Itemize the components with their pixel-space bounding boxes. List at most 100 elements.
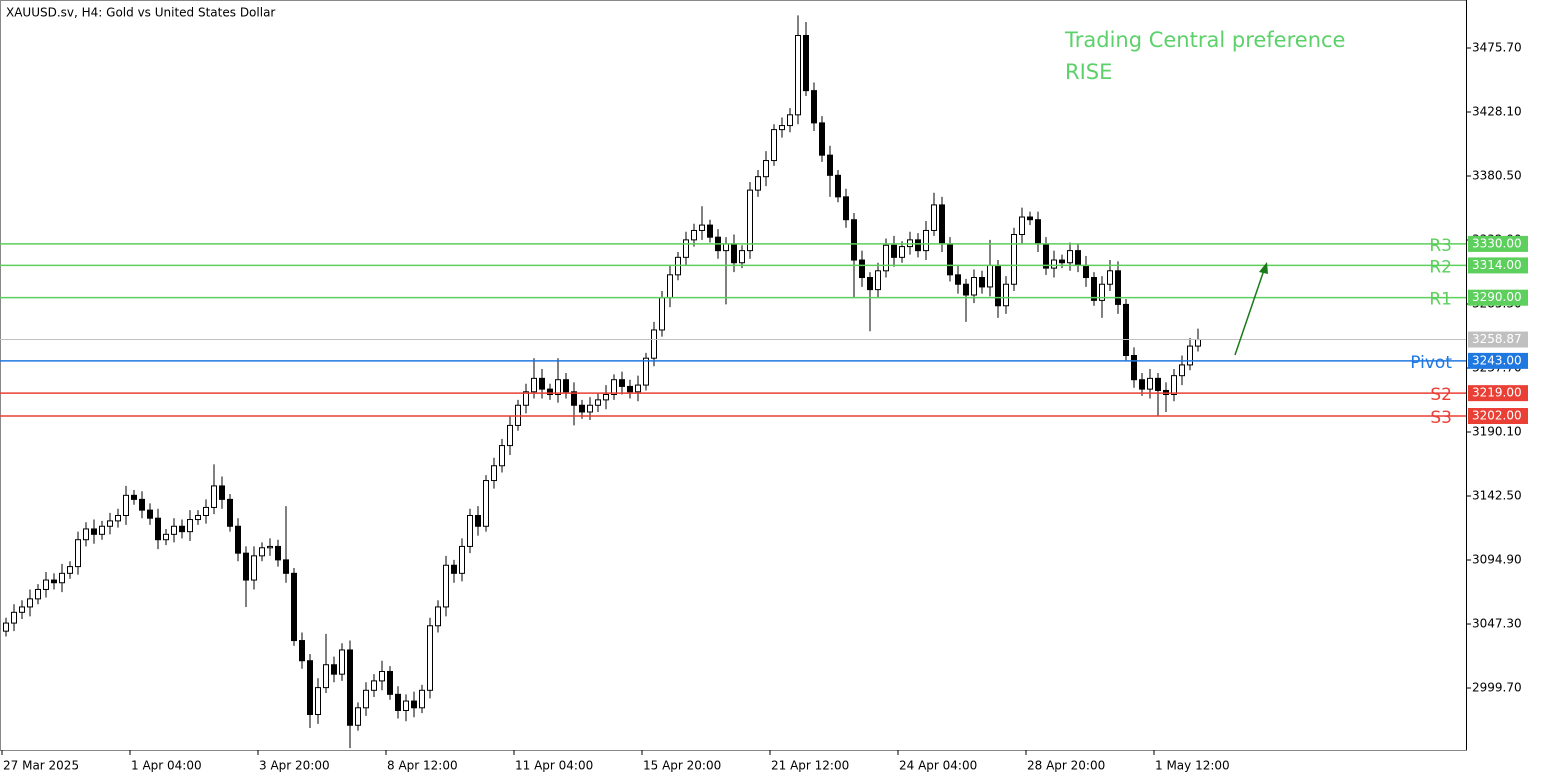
candle-body — [459, 545, 465, 574]
candle-body — [115, 515, 121, 522]
candle-body — [851, 219, 857, 261]
candle-body — [555, 379, 561, 395]
annotation: RISE — [1065, 60, 1112, 84]
candle-body — [251, 555, 257, 581]
candle-body — [1059, 259, 1065, 264]
candles — [3, 15, 1201, 749]
level-value-label: 3330.00 — [1472, 236, 1522, 250]
candle-body — [483, 480, 489, 527]
candle-body — [259, 547, 265, 557]
x-tick-label: 28 Apr 20:00 — [1027, 759, 1105, 773]
candle-body — [619, 379, 625, 387]
candle-body — [635, 384, 641, 393]
candle-body — [51, 579, 57, 584]
y-tick-label: 3142.50 — [1472, 489, 1522, 503]
candle-body — [155, 517, 161, 541]
candle-body — [603, 393, 609, 401]
level-box — [1468, 408, 1528, 425]
y-tick-label: 3475.70 — [1472, 41, 1522, 55]
x-tick-label: 1 May 12:00 — [1155, 759, 1230, 773]
candle-body — [539, 377, 545, 390]
x-tick-label: 1 Apr 04:00 — [131, 759, 202, 773]
candle-body — [995, 264, 1001, 307]
candle-body — [1115, 270, 1121, 305]
candle-body — [731, 243, 737, 264]
candle-body — [1131, 355, 1137, 381]
candle-body — [1123, 303, 1129, 357]
candle-body — [523, 391, 529, 406]
candle-body — [547, 388, 553, 395]
candle-body — [491, 465, 497, 482]
candle-body — [219, 485, 225, 500]
candle-body — [467, 515, 473, 547]
arrow-shaft — [1234, 269, 1265, 356]
candle-body — [1083, 264, 1089, 279]
level-box — [1468, 289, 1528, 306]
candle-body — [611, 379, 617, 395]
x-tick-label: 11 Apr 04:00 — [515, 759, 593, 773]
candle-body — [1179, 364, 1185, 377]
candle-body — [747, 189, 753, 252]
candle-body — [291, 572, 297, 642]
candle-body — [355, 707, 361, 726]
candle-body — [811, 90, 817, 124]
candle-body — [267, 545, 273, 549]
x-tick-label: 21 Apr 12:00 — [771, 759, 849, 773]
candle-body — [1075, 250, 1081, 266]
current-price-label: 3258.87 — [1472, 332, 1522, 346]
candle-body — [307, 660, 313, 716]
candle-body — [947, 243, 953, 276]
level-name: R2 — [1429, 257, 1452, 277]
y-tick-label: 3190.10 — [1472, 425, 1522, 439]
candle-body — [827, 154, 833, 176]
candle-body — [499, 445, 505, 467]
candle-body — [531, 377, 537, 393]
current-price-box — [1468, 331, 1528, 348]
candle-body — [387, 670, 393, 695]
candle-body — [187, 519, 193, 533]
candle-body — [819, 122, 825, 156]
candle-body — [1099, 283, 1105, 301]
chart-title: XAUUSD.sv, H4: Gold vs United States Dol… — [6, 6, 275, 20]
candle-body — [139, 498, 145, 511]
candle-body — [1091, 277, 1097, 301]
candle-body — [331, 664, 337, 675]
candle-body — [1067, 250, 1073, 264]
candle-body — [763, 160, 769, 178]
candle-body — [1003, 283, 1009, 307]
candle-body — [427, 625, 433, 691]
candle-body — [587, 404, 593, 413]
candle-body — [371, 680, 377, 691]
arrow-head — [1259, 262, 1268, 274]
candle-body — [699, 224, 705, 231]
candle-body — [963, 283, 969, 296]
candle-body — [643, 357, 649, 386]
candle-body — [147, 509, 153, 519]
candle-body — [955, 274, 961, 285]
candle-body — [595, 399, 601, 406]
candle-body — [859, 259, 865, 279]
candle-body — [475, 515, 481, 527]
y-tick-label: 2999.70 — [1472, 681, 1522, 695]
candle-body — [395, 693, 401, 711]
plot-frame — [0, 0, 1467, 751]
candle-body — [443, 564, 449, 608]
candle-body — [283, 559, 289, 574]
candle-body — [899, 246, 905, 258]
candle-body — [99, 525, 105, 535]
level-name: Pivot — [1410, 353, 1452, 373]
candle-body — [131, 494, 137, 500]
candle-body — [507, 424, 513, 447]
candle-body — [107, 520, 113, 527]
candle-body — [43, 579, 49, 590]
candle-body — [411, 700, 417, 709]
candle-body — [875, 270, 881, 291]
candle-body — [803, 34, 809, 92]
candle-body — [1051, 259, 1057, 269]
candle-body — [755, 176, 761, 191]
level-value-label: 3219.00 — [1472, 386, 1522, 400]
candle-body — [971, 277, 977, 296]
candle-body — [563, 379, 569, 393]
